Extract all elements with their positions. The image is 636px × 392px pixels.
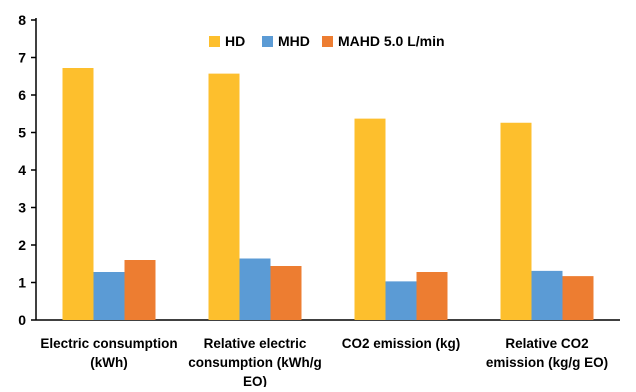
bars	[62, 68, 594, 320]
y-tick-label: 5	[18, 125, 26, 141]
legend-label: MHD	[278, 33, 310, 49]
legend-label: MAHD 5.0 L/min	[338, 33, 445, 49]
x-category-label: Relative CO2 emission (kg/g EO)	[486, 336, 608, 370]
x-category-label-line: Relative electric	[204, 336, 307, 351]
x-category-label-line: emission (kg/g EO)	[486, 355, 608, 370]
y-tick-label: 0	[18, 312, 26, 328]
bar-hd	[208, 73, 240, 320]
legend: HD MHD MAHD 5.0 L/min	[209, 33, 445, 49]
bar-mahd-5-0-l-min	[124, 260, 156, 320]
y-tick-label: 8	[18, 12, 26, 28]
x-category-labels: Electric consumption (kWh) Relative electr…	[40, 336, 608, 389]
x-category-label-line: EO)	[243, 374, 267, 387]
legend-label: HD	[225, 33, 245, 49]
y-tick-label: 6	[18, 87, 26, 103]
y-tick-label: 4	[18, 162, 26, 178]
x-category-label-line: Relative CO2	[505, 336, 588, 351]
x-category-label-line: CO2 emission (kg)	[342, 336, 461, 351]
bar-hd	[354, 118, 386, 320]
bar-mhd	[93, 272, 125, 320]
y-tick-label: 1	[18, 275, 26, 291]
bar-mahd-5-0-l-min	[416, 272, 448, 320]
legend-swatch	[262, 36, 273, 47]
legend-swatch	[209, 36, 220, 47]
y-tick-label: 3	[18, 200, 26, 216]
x-category-label-line: consumption (kWh/g	[188, 355, 321, 370]
x-category-label: CO2 emission (kg)	[342, 336, 461, 351]
y-tick-labels: 0 1 2 3 4 5 6 7 8	[18, 12, 26, 328]
y-tick-label: 7	[18, 50, 26, 66]
bar-mhd	[239, 258, 271, 320]
bar-mhd	[385, 281, 417, 320]
bar-mhd	[531, 270, 563, 320]
bar-hd	[62, 68, 94, 320]
bar-hd	[500, 122, 532, 320]
bar-mahd-5-0-l-min	[562, 276, 594, 320]
x-category-label-line: Electric consumption	[40, 336, 177, 351]
legend-swatch	[322, 36, 333, 47]
bar-mahd-5-0-l-min	[270, 266, 302, 320]
x-category-label-line: (kWh)	[90, 355, 128, 370]
y-tick-label: 2	[18, 237, 26, 253]
x-category-label: Relative electric consumption (kWh/g EO)	[188, 336, 321, 387]
x-category-label: Electric consumption (kWh)	[40, 336, 177, 370]
